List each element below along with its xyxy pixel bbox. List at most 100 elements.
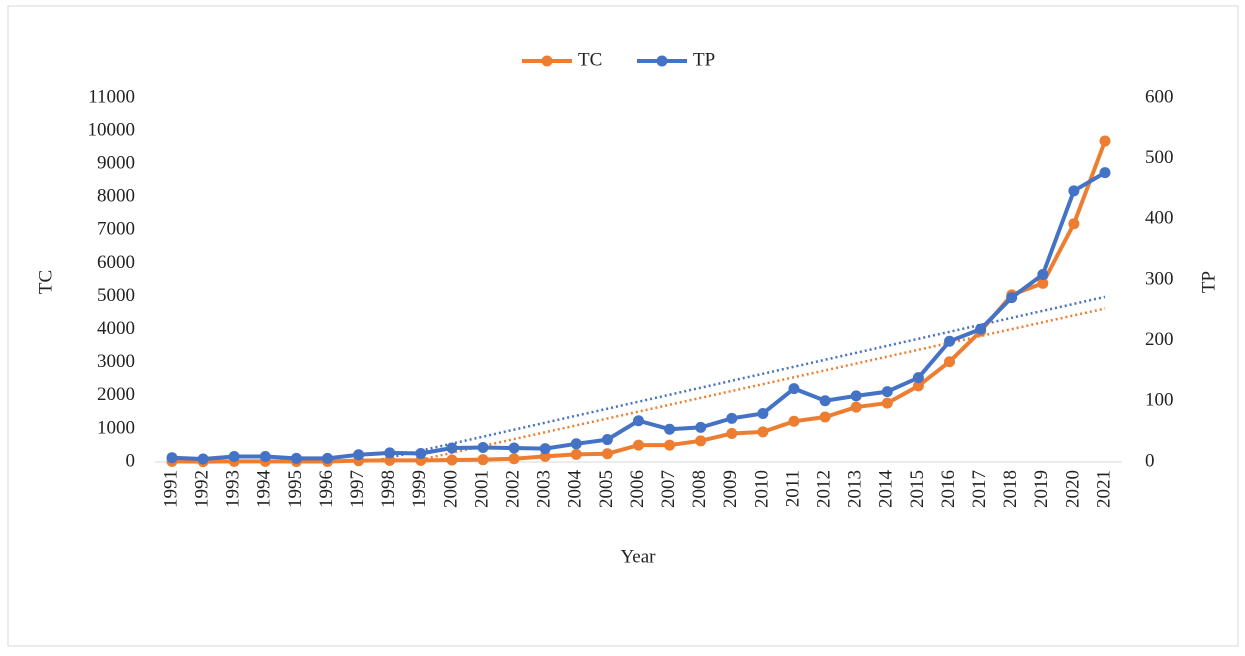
x-tick-label: 2014 bbox=[876, 470, 897, 509]
chart-border bbox=[7, 5, 1239, 647]
y-tick-label: 7000 bbox=[97, 219, 135, 240]
x-axis-title: Year bbox=[620, 546, 656, 567]
data-point bbox=[353, 449, 365, 461]
x-tick-label: 2015 bbox=[907, 470, 928, 508]
data-point bbox=[757, 407, 769, 419]
x-tick-label: 1998 bbox=[378, 470, 399, 508]
y2-tick-label: 0 bbox=[1145, 450, 1155, 471]
data-point bbox=[633, 415, 644, 427]
x-tick-label: 1994 bbox=[254, 470, 275, 509]
data-point bbox=[570, 438, 582, 450]
x-tick-label: 2008 bbox=[689, 470, 710, 508]
data-point bbox=[1037, 269, 1049, 281]
x-tick-label: 2019 bbox=[1031, 470, 1052, 508]
data-point bbox=[912, 372, 924, 384]
x-tick-label: 2004 bbox=[565, 470, 586, 509]
x-tick-label: 2010 bbox=[751, 470, 772, 508]
y-tick-label: 1000 bbox=[97, 417, 135, 438]
data-point bbox=[508, 453, 520, 465]
data-point bbox=[726, 428, 738, 440]
x-tick-label: 2013 bbox=[845, 470, 866, 508]
x-tick-label: 1991 bbox=[160, 470, 181, 508]
data-point bbox=[819, 411, 831, 423]
data-point bbox=[1006, 292, 1018, 304]
data-point bbox=[601, 434, 613, 446]
data-point bbox=[446, 454, 458, 466]
y-tick-label: 4000 bbox=[97, 318, 135, 339]
x-tick-label: 2021 bbox=[1093, 470, 1114, 508]
legend-marker bbox=[656, 55, 668, 67]
data-point bbox=[726, 412, 738, 424]
x-tick-label: 2009 bbox=[720, 470, 741, 508]
x-tick-label: 1997 bbox=[347, 470, 368, 508]
x-tick-label: 2011 bbox=[782, 470, 803, 507]
data-point bbox=[819, 395, 831, 407]
data-point bbox=[1037, 277, 1049, 289]
data-point bbox=[757, 426, 769, 438]
data-point bbox=[290, 452, 302, 464]
y-tick-label: 0 bbox=[126, 450, 136, 471]
data-point bbox=[788, 383, 800, 395]
x-tick-label: 2018 bbox=[1000, 470, 1021, 508]
data-point bbox=[446, 442, 458, 454]
data-point bbox=[415, 448, 427, 460]
data-point bbox=[881, 386, 893, 398]
x-tick-label: 2012 bbox=[813, 470, 834, 508]
data-point bbox=[508, 442, 520, 454]
x-tick-label: 2003 bbox=[534, 470, 555, 508]
x-tick-label: 1993 bbox=[223, 470, 244, 508]
y-tick-label: 2000 bbox=[97, 384, 135, 405]
x-tick-label: 1995 bbox=[285, 470, 306, 508]
y2-tick-label: 200 bbox=[1145, 329, 1174, 350]
data-point bbox=[477, 441, 489, 453]
x-tick-label: 1999 bbox=[409, 470, 430, 508]
x-tick-label: 2006 bbox=[627, 470, 648, 508]
data-point bbox=[695, 421, 707, 433]
x-tick-label: 1996 bbox=[316, 470, 337, 508]
x-tick-label: 1992 bbox=[191, 470, 212, 508]
data-point bbox=[384, 447, 396, 459]
data-point bbox=[539, 450, 551, 462]
x-tick-label: 2017 bbox=[969, 470, 990, 508]
data-point bbox=[166, 452, 178, 464]
data-point bbox=[197, 453, 209, 465]
x-tick-label: 2000 bbox=[440, 470, 461, 508]
x-tick-label: 2016 bbox=[938, 470, 959, 508]
data-point bbox=[1068, 185, 1080, 197]
data-point bbox=[944, 356, 955, 368]
y-tick-label: 5000 bbox=[97, 285, 135, 306]
y2-tick-label: 500 bbox=[1145, 147, 1174, 168]
data-point bbox=[322, 452, 333, 464]
legend-marker bbox=[541, 55, 553, 67]
data-point bbox=[1099, 135, 1111, 147]
x-tick-label: 2005 bbox=[596, 470, 617, 508]
y-tick-label: 9000 bbox=[97, 153, 135, 174]
data-point bbox=[664, 439, 676, 451]
data-point bbox=[881, 397, 893, 409]
data-point bbox=[850, 401, 862, 413]
data-point bbox=[477, 454, 489, 466]
x-tick-label: 2002 bbox=[502, 470, 523, 508]
x-tick-label: 2001 bbox=[471, 470, 492, 508]
y2-axis-title: TP bbox=[1198, 271, 1219, 293]
data-point bbox=[850, 390, 862, 402]
trendline bbox=[364, 295, 1106, 462]
data-point bbox=[975, 323, 987, 335]
y-tick-label: 6000 bbox=[97, 252, 135, 273]
y-tick-label: 10000 bbox=[88, 119, 136, 140]
y-axis-title: TC bbox=[35, 270, 56, 294]
y2-tick-label: 100 bbox=[1145, 390, 1174, 411]
legend-label: TP bbox=[693, 49, 715, 70]
data-point bbox=[539, 443, 551, 455]
data-point bbox=[570, 448, 582, 460]
x-tick-label: 2020 bbox=[1062, 470, 1083, 508]
y-tick-label: 11000 bbox=[88, 86, 135, 107]
data-point bbox=[912, 380, 924, 392]
y-tick-label: 8000 bbox=[97, 186, 135, 207]
data-point bbox=[664, 423, 676, 435]
y2-tick-label: 600 bbox=[1145, 86, 1174, 107]
data-point bbox=[944, 335, 955, 347]
data-point bbox=[1068, 218, 1080, 230]
y2-tick-label: 400 bbox=[1145, 208, 1174, 229]
